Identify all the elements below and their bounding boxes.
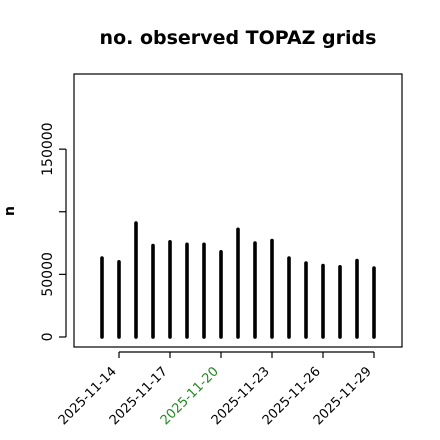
y-tick-label: 0 [40, 333, 56, 342]
x-axis: 2025-11-142025-11-172025-11-202025-11-23… [56, 351, 375, 428]
y-tick-label: 50000 [40, 252, 56, 297]
y-axis-label: n [2, 206, 18, 216]
chart-title: no. observed TOPAZ grids [100, 27, 377, 49]
bars [100, 221, 376, 339]
y-tick-label: 150000 [40, 122, 56, 175]
y-axis: 0 50000 150000 [40, 122, 67, 342]
plot-frame [73, 73, 403, 348]
